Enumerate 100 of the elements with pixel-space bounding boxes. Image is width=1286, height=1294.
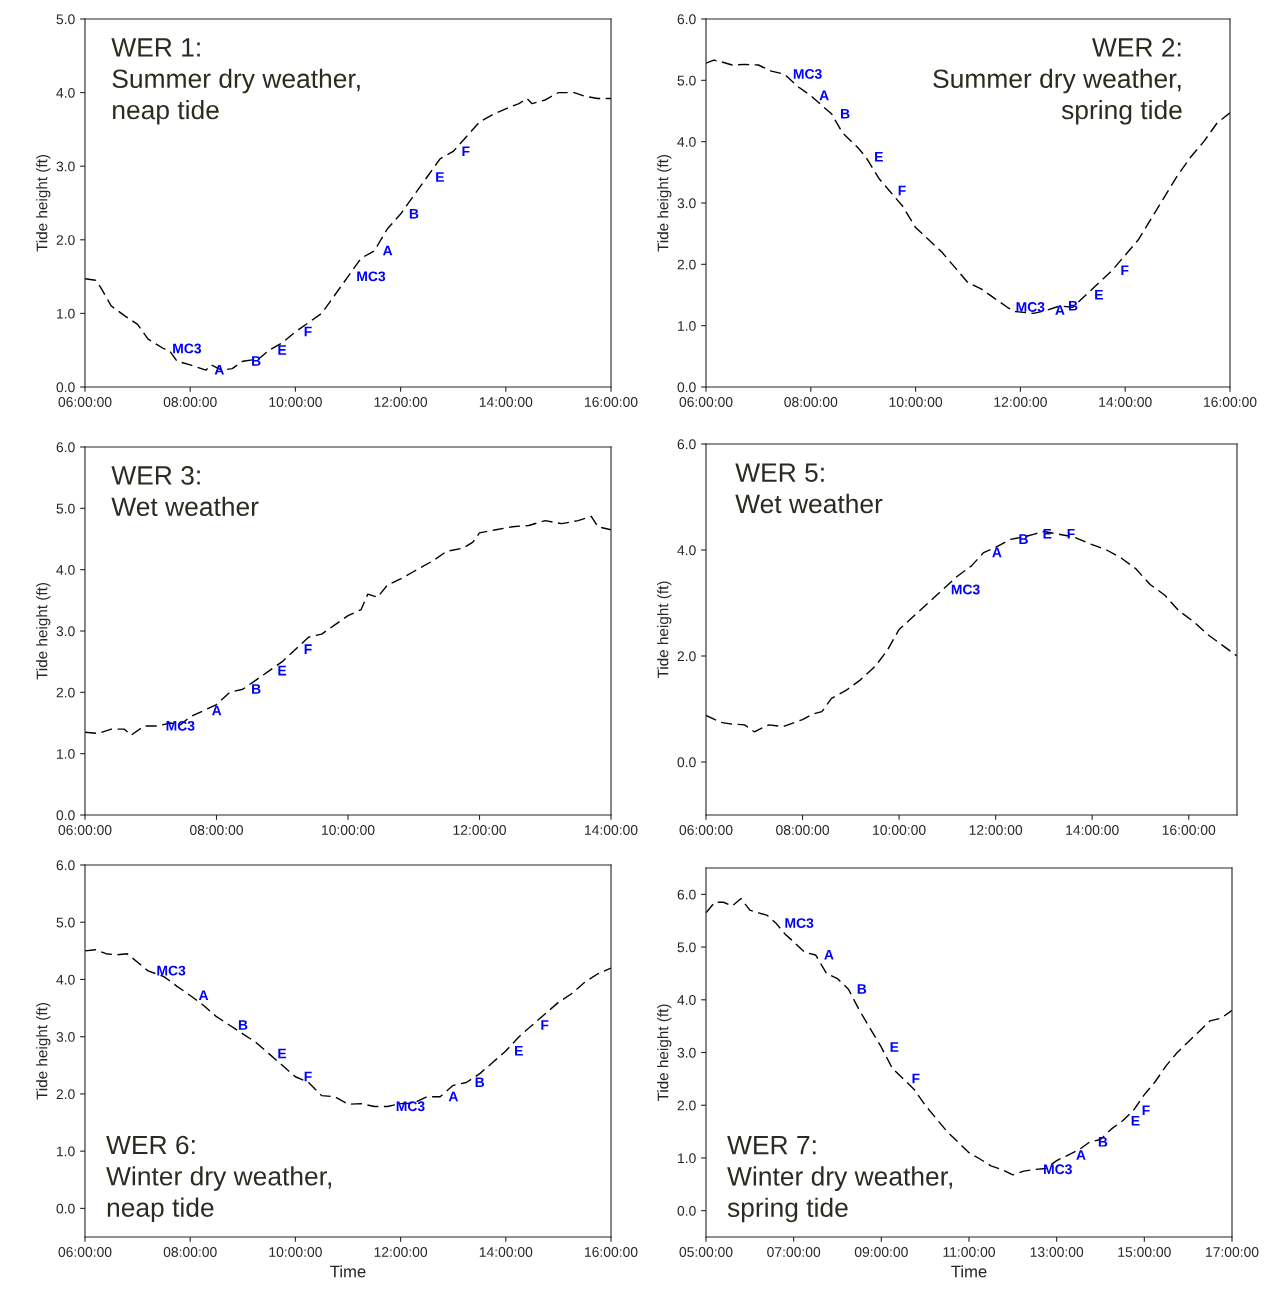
x-tick-label: 13:00:00 [1030,1247,1084,1257]
y-tick-label: 0.0 [677,382,696,393]
x-tick-label: 12:00:00 [374,1247,428,1257]
x-tick-label: 06:00:00 [679,397,733,407]
annotation: A [212,705,222,716]
annotation: E [1095,289,1103,300]
x-tick-label: 12:00:00 [994,397,1047,407]
y-tick-label: 6.0 [56,442,75,453]
y-tick-label: 2.0 [56,1089,75,1100]
annotation: B [1098,1137,1108,1147]
text: WER 7: Winter dry weather, spring tide [727,1136,952,1223]
annotation: A [448,1091,459,1102]
x-tick-label: 10:00:00 [889,397,943,407]
y-tick-label: 3.0 [56,1032,75,1042]
annotation: E [436,172,444,182]
x-tick-label: 07:00:00 [767,1247,821,1257]
annotation: F [1121,265,1129,275]
y-tick-label: 1.0 [57,749,75,759]
y-tick-label: 0.0 [56,382,75,393]
y-tick-label: 1.0 [678,1153,696,1164]
x-tick-label: 16:00:00 [1204,397,1257,407]
text: WER 1: Summer dry weather, neap tide [111,38,360,125]
x-tick-label: 10:00:00 [269,397,322,407]
x-tick-label: 12:00:00 [374,397,428,407]
x-tick-label: 10:00:00 [322,825,375,835]
y-tick-label: 5.0 [56,917,75,928]
annotation: A [992,547,1002,558]
y-tick-label: 0.0 [56,1203,75,1214]
annotation: E [1131,1115,1140,1126]
y-tick-label: 4.0 [56,565,75,575]
x-tick-label: 06:00:00 [679,825,733,835]
annotation: F [912,1073,920,1084]
y-tick-label: 5.0 [56,14,75,25]
y-tick-label: 3.0 [56,626,75,637]
line-series [706,59,1230,315]
annotation: MC3 [1016,302,1045,312]
annotation: MC3 [396,1101,425,1112]
x-tick-label: 08:00:00 [776,825,830,835]
annotation: MC3 [357,271,386,282]
annotation: B [841,109,850,119]
text: WER 6: Winter dry weather, neap tide [106,1135,331,1223]
y-tick-label: 5.0 [677,75,696,86]
x-tick-label: 14:00:00 [479,397,533,407]
y-tick-label: 4.0 [677,995,696,1005]
y-axis-title: Tide height (ft) [657,1004,672,1102]
y-tick-label: 1.0 [57,1146,75,1157]
annotation: F [304,644,312,654]
x-tick-label: 14:00:00 [1099,397,1152,407]
annotation: F [304,1071,312,1082]
annotation: B [252,684,261,694]
annotation: MC3 [1044,1164,1072,1175]
annotation: F [898,185,906,196]
y-tick-label: 3.0 [56,161,75,172]
annotation: B [857,984,867,994]
y-tick-label: 0.0 [677,757,696,768]
annotation: F [462,146,470,156]
y-tick-label: 2.0 [56,235,75,245]
annotation: E [890,1042,899,1052]
x-tick-label: 08:00:00 [190,825,243,835]
x-tick-label: 06:00:00 [58,397,112,407]
text: WER 3: Wet weather [111,466,259,517]
line-series [706,530,1237,733]
y-tick-label: 5.0 [56,503,75,514]
annotation: E [278,345,287,355]
x-tick-label: 06:00:00 [58,825,112,835]
y-tick-label: 2.0 [677,259,696,270]
y-tick-label: 1.0 [678,321,696,331]
y-tick-label: 6.0 [677,439,696,450]
annotation: A [824,949,834,960]
text: WER 2: Summer dry weather, spring tide [933,38,1182,125]
y-tick-label: 6.0 [677,14,696,25]
annotation: B [409,208,419,219]
annotation: E [875,151,883,162]
annotation: MC3 [785,918,814,929]
x-tick-label: 15:00:00 [1118,1247,1171,1257]
x-tick-label: 14:00:00 [1066,825,1119,835]
annotation: A [382,245,393,256]
x-tick-label: 14:00:00 [585,825,638,835]
y-tick-label: 2.0 [677,1100,696,1111]
y-tick-label: 6.0 [677,889,696,900]
annotation: MC3 [173,343,202,354]
y-tick-label: 3.0 [677,1047,696,1058]
y-axis-title: Tide height (ft) [36,1002,51,1100]
annotation: E [515,1045,523,1056]
x-tick-label: 16:00:00 [585,397,638,407]
y-tick-label: 4.0 [56,974,75,985]
x-tick-label: 16:00:00 [585,1247,638,1257]
x-tick-label: 06:00:00 [58,1247,112,1257]
annotation: MC3 [157,965,186,976]
x-tick-label: 14:00:00 [479,1247,533,1257]
x-tick-label: 12:00:00 [969,825,1023,835]
y-tick-label: 1.0 [57,308,75,319]
annotation: F [1067,529,1075,539]
annotation: B [238,1020,248,1030]
annotation: A [1076,1150,1086,1160]
y-tick-label: 5.0 [677,942,696,953]
annotation: B [475,1077,485,1087]
y-tick-label: 4.0 [56,87,75,98]
text: WER 5: Wet weather [735,463,883,514]
y-tick-label: 0.0 [677,1205,696,1216]
